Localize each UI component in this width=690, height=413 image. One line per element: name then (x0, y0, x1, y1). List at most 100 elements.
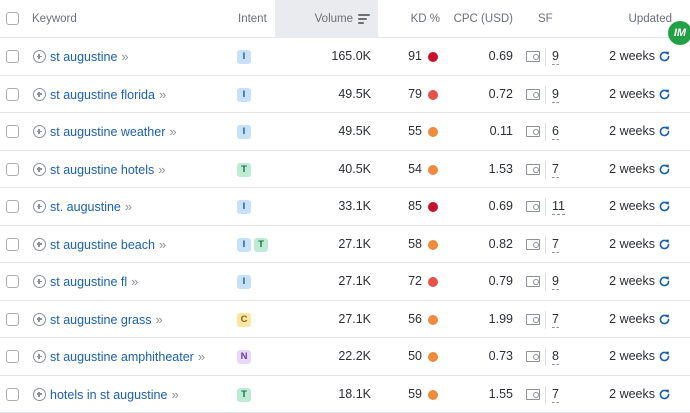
row-checkbox[interactable] (6, 162, 19, 176)
sf-divider (545, 235, 546, 254)
serp-features-icon[interactable] (526, 51, 540, 62)
chevron-double-right-icon[interactable]: » (131, 274, 138, 289)
row-checkbox[interactable] (6, 275, 19, 288)
keyword-link[interactable]: st augustine grass» (50, 301, 163, 339)
column-volume[interactable]: Volume (314, 13, 353, 25)
refresh-icon[interactable] (658, 350, 671, 363)
add-to-list-icon[interactable] (33, 387, 46, 401)
table-row[interactable]: st augustine weather» I 49.5K 55 0.11 6 2 week… (0, 113, 690, 151)
chevron-double-right-icon[interactable]: » (197, 349, 205, 364)
keyword-link[interactable]: hotels in st augustine» (50, 376, 179, 413)
keyword-link[interactable]: st augustine amphitheater» (50, 338, 205, 376)
add-to-list-icon[interactable] (33, 50, 46, 63)
column-updated[interactable]: Updated (628, 13, 672, 25)
add-to-list-icon[interactable] (33, 312, 46, 326)
chevron-double-right-icon[interactable]: » (124, 199, 132, 214)
serp-features-icon[interactable] (526, 388, 540, 400)
keyword-link[interactable]: st augustine weather» (50, 113, 177, 151)
chevron-double-right-icon[interactable]: » (158, 236, 166, 252)
table-row[interactable]: st augustine amphitheater» N 22.2K 50 0.73 8 2… (0, 338, 690, 376)
sf-count[interactable]: 8 (552, 338, 559, 376)
table-row[interactable]: st augustine hotels» T 40.5K 54 1.53 7 2 weeks (0, 151, 690, 189)
serp-features-icon[interactable] (526, 276, 540, 287)
refresh-icon[interactable] (658, 125, 671, 138)
keyword-link[interactable]: st augustine» (50, 38, 129, 76)
row-checkbox[interactable] (6, 200, 19, 213)
updated-value: 2 weeks (609, 311, 655, 326)
keyword-text: st augustine florida (50, 87, 155, 102)
add-to-list-icon[interactable] (33, 125, 46, 138)
volume-value: 33.1K (338, 199, 371, 213)
column-sf[interactable]: SF (538, 13, 553, 25)
serp-features-icon[interactable] (526, 351, 540, 362)
refresh-icon[interactable] (658, 163, 671, 176)
table-row[interactable]: st augustine grass» C 27.1K 56 1.99 7 2 weeks (0, 301, 690, 339)
sort-descending-icon[interactable] (358, 14, 370, 24)
chevron-double-right-icon[interactable]: » (121, 49, 128, 64)
sf-count[interactable]: 9 (552, 76, 559, 114)
serp-features-icon[interactable] (526, 201, 540, 212)
chevron-double-right-icon[interactable]: » (169, 124, 176, 139)
serp-features-icon[interactable] (526, 313, 540, 325)
sf-count[interactable]: 6 (552, 113, 559, 151)
intent-badge: I (237, 237, 251, 252)
sf-count-text: 9 (552, 274, 559, 290)
refresh-icon[interactable] (658, 88, 671, 101)
sf-count[interactable]: 7 (552, 151, 559, 189)
column-kd[interactable]: KD % (410, 13, 440, 25)
row-checkbox[interactable] (6, 350, 19, 363)
table-row[interactable]: st augustine fl» I 27.1K 72 0.79 9 2 weeks (0, 263, 690, 301)
sf-count-text: 7 (552, 236, 559, 253)
column-keyword[interactable]: Keyword (32, 13, 77, 25)
table-row[interactable]: st. augustine» I 33.1K 85 0.69 11 2 weeks (0, 188, 690, 226)
select-all-checkbox[interactable] (6, 12, 19, 25)
column-cpc[interactable]: CPC (USD) (453, 13, 513, 25)
chevron-double-right-icon[interactable]: » (158, 86, 166, 102)
keyword-link[interactable]: st. augustine» (50, 188, 132, 226)
sf-count[interactable]: 7 (552, 301, 559, 339)
sf-count[interactable]: 7 (552, 376, 559, 413)
serp-features-icon[interactable] (526, 238, 540, 250)
add-to-list-icon[interactable] (33, 275, 46, 288)
table-row[interactable]: st augustine florida» I 49.5K 79 0.72 9 2 week… (0, 76, 690, 114)
chevron-double-right-icon[interactable]: » (158, 161, 165, 177)
keyword-link[interactable]: st augustine hotels» (50, 151, 166, 189)
table-header: Keyword Intent Volume KD % CPC (USD) SF … (0, 0, 690, 38)
row-checkbox[interactable] (6, 87, 19, 101)
row-checkbox[interactable] (6, 312, 19, 326)
keyword-link[interactable]: st augustine fl» (50, 263, 138, 301)
sf-count[interactable]: 7 (552, 226, 559, 264)
chevron-double-right-icon[interactable]: » (155, 311, 162, 327)
add-to-list-icon[interactable] (33, 162, 46, 176)
keyword-link[interactable]: st augustine beach» (50, 226, 166, 264)
serp-features-icon[interactable] (526, 88, 540, 100)
refresh-icon[interactable] (658, 50, 671, 63)
chevron-double-right-icon[interactable]: » (171, 386, 178, 402)
row-checkbox[interactable] (6, 125, 19, 138)
serp-features-icon[interactable] (526, 126, 540, 137)
add-to-list-icon[interactable] (33, 350, 46, 363)
add-to-list-icon[interactable] (33, 237, 46, 251)
refresh-icon[interactable] (658, 313, 671, 326)
refresh-icon[interactable] (658, 388, 671, 401)
table-row[interactable]: hotels in st augustine» T 18.1K 59 1.55 7 2 we… (0, 376, 690, 413)
refresh-icon[interactable] (658, 275, 671, 288)
column-intent[interactable]: Intent (238, 13, 267, 25)
keyword-link[interactable]: st augustine florida» (50, 76, 166, 114)
refresh-icon[interactable] (658, 238, 671, 251)
sf-count-text: 9 (552, 49, 559, 65)
add-to-list-icon[interactable] (33, 200, 46, 213)
row-checkbox[interactable] (6, 50, 19, 63)
refresh-icon[interactable] (658, 200, 671, 213)
table-row[interactable]: st augustine» I 165.0K 91 0.69 9 2 weeks (0, 38, 690, 76)
table-row[interactable]: st augustine beach» I T 27.1K 58 0.82 7 2 weeks (0, 226, 690, 264)
sf-count[interactable]: 9 (552, 38, 559, 76)
add-to-list-icon[interactable] (33, 87, 46, 101)
serp-features-icon[interactable] (526, 163, 540, 175)
row-checkbox[interactable] (6, 387, 19, 401)
kd-value: 59 (408, 386, 422, 401)
row-checkbox[interactable] (6, 237, 19, 251)
sf-count[interactable]: 11 (552, 188, 565, 226)
sf-count[interactable]: 9 (552, 263, 559, 301)
extension-badge[interactable]: IM (668, 21, 690, 45)
